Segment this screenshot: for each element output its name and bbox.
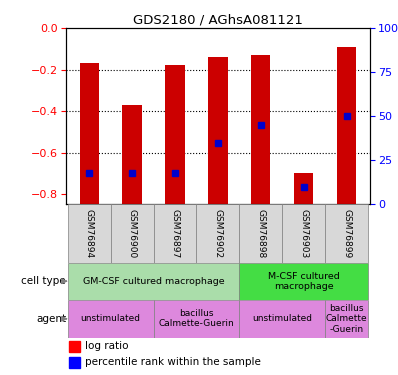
Bar xyxy=(325,300,368,338)
Text: unstimulated: unstimulated xyxy=(252,314,312,323)
Bar xyxy=(69,357,80,368)
Bar xyxy=(68,300,154,338)
Bar xyxy=(80,63,99,204)
Bar xyxy=(251,55,270,204)
Text: GSM76903: GSM76903 xyxy=(299,209,308,258)
Bar xyxy=(282,204,325,262)
Text: unstimulated: unstimulated xyxy=(81,314,141,323)
Bar xyxy=(208,57,228,204)
Text: GSM76899: GSM76899 xyxy=(342,209,351,258)
Bar xyxy=(239,300,325,338)
Text: bacillus
Calmette
-Guerin: bacillus Calmette -Guerin xyxy=(326,304,367,334)
Bar xyxy=(69,341,80,352)
Text: percentile rank within the sample: percentile rank within the sample xyxy=(86,357,261,368)
Bar xyxy=(197,204,239,262)
Text: log ratio: log ratio xyxy=(86,341,129,351)
Bar xyxy=(154,300,239,338)
Bar xyxy=(111,204,154,262)
Bar xyxy=(68,204,111,262)
Text: agent: agent xyxy=(36,314,66,324)
Bar xyxy=(166,66,185,204)
Bar xyxy=(68,262,239,300)
Bar xyxy=(239,262,368,300)
Text: GSM76898: GSM76898 xyxy=(256,209,265,258)
Text: bacillus
Calmette-Guerin: bacillus Calmette-Guerin xyxy=(158,309,234,328)
Text: GSM76894: GSM76894 xyxy=(85,209,94,258)
Bar xyxy=(154,204,197,262)
Bar xyxy=(337,47,356,204)
Title: GDS2180 / AGhsA081121: GDS2180 / AGhsA081121 xyxy=(133,14,303,27)
Text: cell type: cell type xyxy=(21,276,66,286)
Text: GSM76900: GSM76900 xyxy=(128,209,137,258)
Text: GSM76902: GSM76902 xyxy=(213,209,222,258)
Bar xyxy=(239,204,282,262)
Text: GSM76897: GSM76897 xyxy=(170,209,179,258)
Bar xyxy=(325,204,368,262)
Bar xyxy=(123,105,142,204)
Text: GM-CSF cultured macrophage: GM-CSF cultured macrophage xyxy=(83,277,224,286)
Bar xyxy=(294,173,313,204)
Text: M-CSF cultured
macrophage: M-CSF cultured macrophage xyxy=(268,272,339,291)
